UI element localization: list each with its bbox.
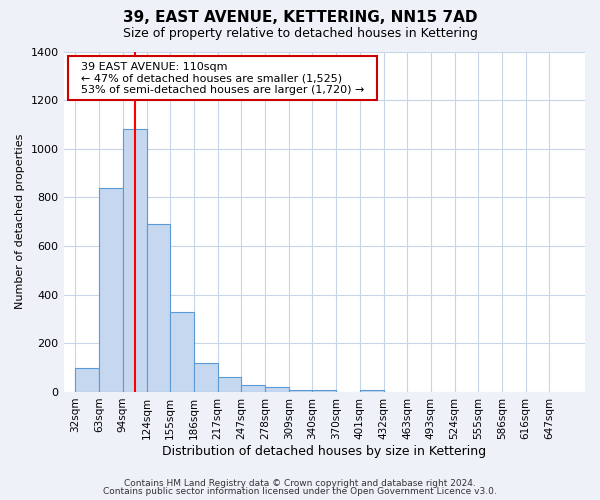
Bar	[99, 188, 123, 392]
Text: 39, EAST AVENUE, KETTERING, NN15 7AD: 39, EAST AVENUE, KETTERING, NN15 7AD	[123, 10, 477, 25]
Bar	[146, 224, 170, 392]
Text: 39 EAST AVENUE: 110sqm  
  ← 47% of detached houses are smaller (1,525)
  53% of: 39 EAST AVENUE: 110sqm ← 47% of detached…	[74, 62, 371, 95]
Text: Contains HM Land Registry data © Crown copyright and database right 2024.: Contains HM Land Registry data © Crown c…	[124, 478, 476, 488]
X-axis label: Distribution of detached houses by size in Kettering: Distribution of detached houses by size …	[162, 444, 487, 458]
Bar	[313, 390, 336, 392]
Bar	[289, 390, 313, 392]
Text: Contains public sector information licensed under the Open Government Licence v3: Contains public sector information licen…	[103, 487, 497, 496]
Text: Size of property relative to detached houses in Kettering: Size of property relative to detached ho…	[122, 28, 478, 40]
Bar	[76, 368, 99, 392]
Bar	[170, 312, 194, 392]
Bar	[123, 130, 146, 392]
Y-axis label: Number of detached properties: Number of detached properties	[15, 134, 25, 310]
Bar	[265, 387, 289, 392]
Bar	[360, 390, 383, 392]
Bar	[241, 384, 265, 392]
Bar	[194, 363, 218, 392]
Bar	[218, 378, 241, 392]
